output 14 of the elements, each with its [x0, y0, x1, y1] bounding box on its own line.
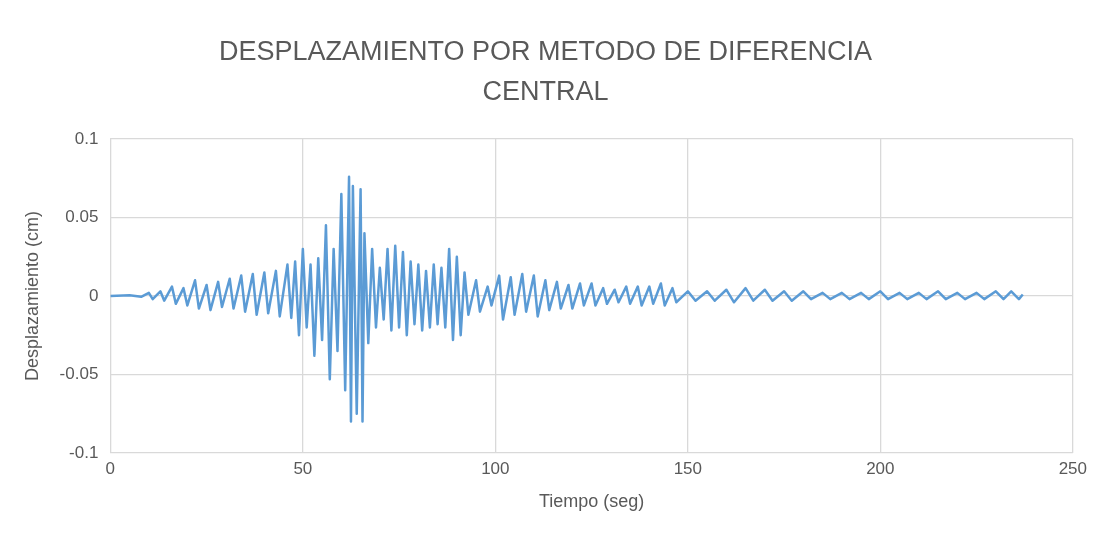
x-tick-label: 150 — [673, 458, 703, 478]
y-axis-title: Desplazamiento (cm) — [21, 210, 42, 382]
x-tick-label: 250 — [1058, 458, 1088, 478]
y-tick-label: 0.05 — [65, 207, 99, 227]
y-tick-label: 0.1 — [74, 128, 99, 148]
y-tick-label: -0.05 — [59, 364, 99, 384]
x-tick-label: 200 — [866, 458, 895, 478]
x-axis-title: Tiempo (seg) — [538, 491, 645, 512]
chart-title: DESPLAZAMIENTO POR METODO DE DIFERENCIA CENTRAL — [218, 35, 873, 107]
y-tick-label: -0.1 — [69, 442, 99, 462]
x-tick-label: 50 — [293, 458, 313, 478]
x-tick-label: 100 — [481, 458, 510, 478]
y-tick-label: 0 — [88, 285, 99, 305]
x-tick-label: 0 — [105, 458, 116, 478]
